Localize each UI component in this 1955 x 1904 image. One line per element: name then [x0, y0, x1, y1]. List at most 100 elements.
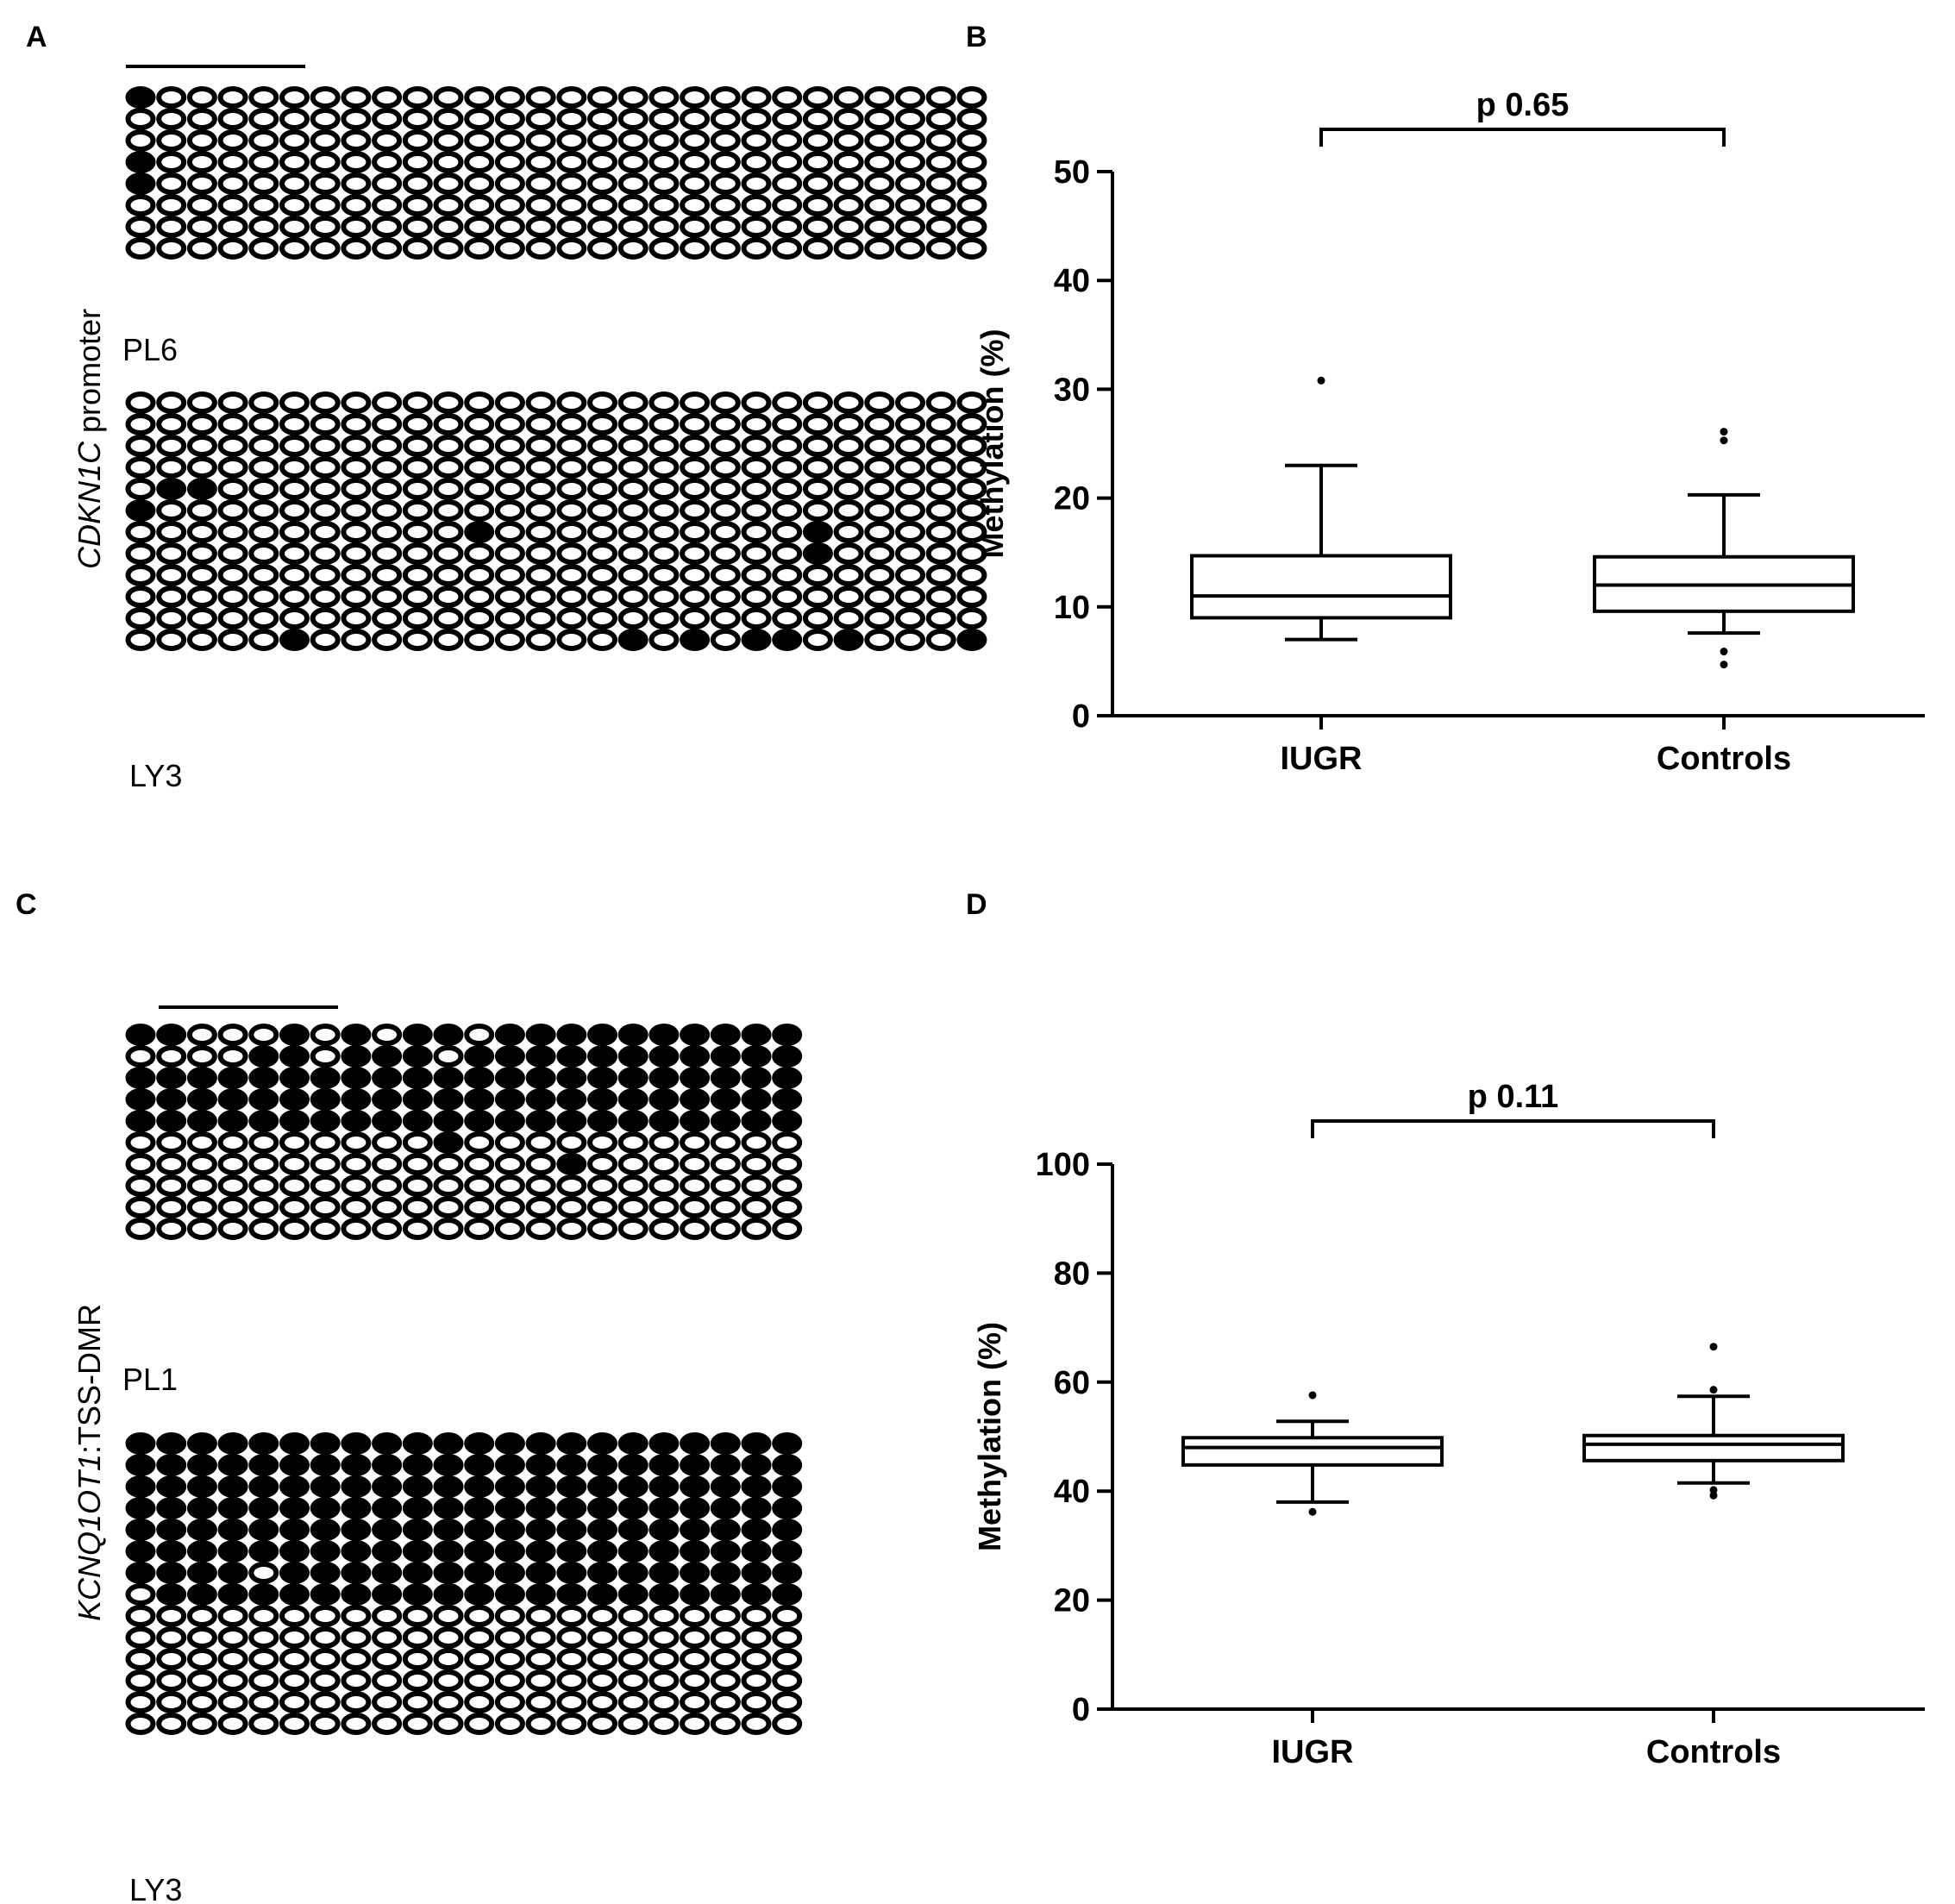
- unmethylated-cpg: [433, 86, 464, 109]
- unmethylated-cpg: [433, 1626, 464, 1649]
- methylated-cpg: [710, 1519, 741, 1541]
- unmethylated-cpg: [402, 413, 433, 435]
- methylated-cpg: [372, 1583, 403, 1606]
- methylated-cpg: [710, 1067, 741, 1089]
- unmethylated-cpg: [802, 435, 833, 457]
- methylated-cpg: [649, 1454, 680, 1476]
- methylated-cpg: [372, 1045, 403, 1068]
- methylated-cpg: [494, 1475, 525, 1498]
- unmethylated-cpg: [556, 478, 587, 500]
- unmethylated-cpg: [956, 586, 987, 608]
- unmethylated-cpg: [125, 1153, 156, 1175]
- methylated-cpg: [772, 1562, 803, 1584]
- unmethylated-cpg: [125, 129, 156, 152]
- unmethylated-cpg: [895, 237, 925, 260]
- methylated-cpg: [186, 1540, 217, 1563]
- iqr-box: [1181, 1436, 1444, 1467]
- unmethylated-cpg: [402, 391, 433, 414]
- methylated-cpg: [649, 1045, 680, 1068]
- unmethylated-cpg: [741, 478, 772, 500]
- unmethylated-cpg: [248, 478, 279, 500]
- unmethylated-cpg: [125, 1045, 156, 1068]
- methylated-cpg: [433, 1562, 464, 1584]
- methylated-cpg: [617, 1540, 649, 1563]
- unmethylated-cpg: [125, 237, 156, 260]
- unmethylated-cpg: [772, 151, 803, 173]
- unmethylated-cpg: [433, 1174, 464, 1197]
- unmethylated-cpg: [925, 542, 956, 565]
- unmethylated-cpg: [833, 194, 864, 216]
- boxplot-b: 0 10 20 30 40 50 Methylation (%) IUGR Controls p …: [974, 87, 1925, 777]
- unmethylated-cpg: [494, 1218, 525, 1240]
- unmethylated-cpg: [217, 86, 248, 109]
- unmethylated-cpg: [556, 391, 587, 414]
- methylated-cpg: [680, 1045, 711, 1068]
- unmethylated-cpg: [864, 108, 895, 130]
- methylated-cpg: [617, 1583, 649, 1606]
- box-controls: Controls: [1593, 428, 1855, 777]
- gene-name: KCNQ1OT1: [72, 1454, 107, 1621]
- unmethylated-cpg: [649, 586, 680, 608]
- unmethylated-cpg: [156, 435, 187, 457]
- unmethylated-cpg: [125, 1196, 156, 1218]
- unmethylated-cpg: [864, 456, 895, 479]
- unmethylated-cpg: [372, 1669, 403, 1692]
- methylated-cpg: [186, 1497, 217, 1519]
- unmethylated-cpg: [186, 629, 217, 651]
- unmethylated-cpg: [341, 151, 372, 173]
- unmethylated-cpg: [372, 1024, 403, 1046]
- unmethylated-cpg: [310, 1626, 341, 1649]
- unmethylated-cpg: [772, 1218, 803, 1240]
- box-iugr: IUGR: [1190, 376, 1452, 777]
- unmethylated-cpg: [494, 1691, 525, 1713]
- unmethylated-cpg: [680, 1691, 711, 1713]
- unmethylated-cpg: [710, 391, 741, 414]
- unmethylated-cpg: [156, 108, 187, 130]
- unmethylated-cpg: [310, 1174, 341, 1197]
- unmethylated-cpg: [186, 1131, 217, 1154]
- methylated-cpg: [310, 1454, 341, 1476]
- methylated-cpg: [556, 1088, 587, 1111]
- methylated-cpg: [556, 1475, 587, 1498]
- methylated-cpg: [372, 1088, 403, 1111]
- unmethylated-cpg: [772, 607, 803, 629]
- methylated-cpg: [156, 1562, 187, 1584]
- unmethylated-cpg: [464, 1669, 495, 1692]
- y-tick-label: 40: [1054, 263, 1090, 299]
- unmethylated-cpg: [556, 86, 587, 109]
- methylated-cpg: [372, 1454, 403, 1476]
- methylated-cpg: [310, 1583, 341, 1606]
- unmethylated-cpg: [494, 172, 525, 195]
- methylated-cpg: [125, 1067, 156, 1089]
- methylated-cpg: [402, 1562, 433, 1584]
- unmethylated-cpg: [494, 1196, 525, 1218]
- unmethylated-cpg: [341, 456, 372, 479]
- unmethylated-cpg: [525, 586, 556, 608]
- methylated-cpg: [587, 1432, 617, 1455]
- unmethylated-cpg: [772, 1153, 803, 1175]
- unmethylated-cpg: [341, 413, 372, 435]
- methylated-cpg: [741, 1088, 772, 1111]
- significance-bracket: p 0.11: [1311, 1079, 1715, 1138]
- unmethylated-cpg: [649, 413, 680, 435]
- unmethylated-cpg: [956, 237, 987, 260]
- unmethylated-cpg: [217, 1218, 248, 1240]
- x-category-label: IUGR: [1281, 741, 1363, 777]
- unmethylated-cpg: [372, 216, 403, 238]
- unmethylated-cpg: [741, 1691, 772, 1713]
- methylated-cpg: [617, 1475, 649, 1498]
- unmethylated-cpg: [341, 129, 372, 152]
- unmethylated-cpg: [649, 607, 680, 629]
- unmethylated-cpg: [864, 216, 895, 238]
- methylated-cpg: [433, 1519, 464, 1541]
- unmethylated-cpg: [741, 542, 772, 565]
- methylated-cpg: [680, 1497, 711, 1519]
- unmethylated-cpg: [248, 194, 279, 216]
- unmethylated-cpg: [372, 542, 403, 565]
- unmethylated-cpg: [156, 607, 187, 629]
- unmethylated-cpg: [217, 216, 248, 238]
- unmethylated-cpg: [741, 1669, 772, 1692]
- y-tick-label: 20: [1054, 481, 1090, 517]
- methylated-cpg: [494, 1067, 525, 1089]
- unmethylated-cpg: [649, 1713, 680, 1735]
